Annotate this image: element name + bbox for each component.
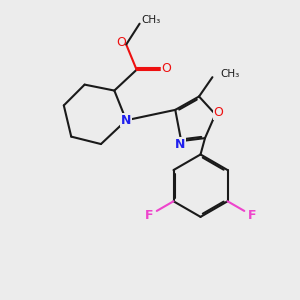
Text: F: F (248, 209, 256, 222)
Text: F: F (145, 209, 153, 222)
Text: CH₃: CH₃ (221, 69, 240, 79)
Text: N: N (175, 138, 185, 151)
Text: O: O (116, 37, 126, 50)
Text: N: N (121, 114, 131, 127)
Text: O: O (161, 62, 171, 75)
Text: O: O (213, 106, 223, 119)
Text: CH₃: CH₃ (141, 15, 160, 25)
